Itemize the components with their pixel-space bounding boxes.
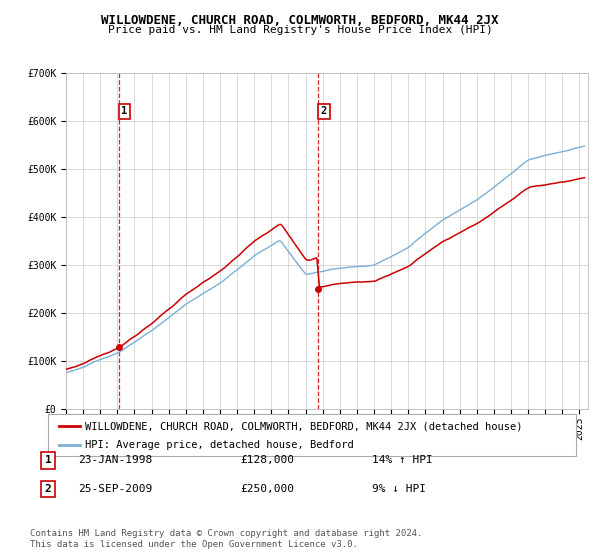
Text: 2: 2 bbox=[320, 106, 327, 116]
Text: 9% ↓ HPI: 9% ↓ HPI bbox=[372, 484, 426, 494]
Text: Price paid vs. HM Land Registry's House Price Index (HPI): Price paid vs. HM Land Registry's House … bbox=[107, 25, 493, 35]
Text: 2: 2 bbox=[44, 484, 52, 494]
Text: £250,000: £250,000 bbox=[240, 484, 294, 494]
Text: WILLOWDENE, CHURCH ROAD, COLMWORTH, BEDFORD, MK44 2JX (detached house): WILLOWDENE, CHURCH ROAD, COLMWORTH, BEDF… bbox=[85, 421, 523, 431]
Text: 1: 1 bbox=[44, 455, 52, 465]
Text: Contains HM Land Registry data © Crown copyright and database right 2024.
This d: Contains HM Land Registry data © Crown c… bbox=[30, 529, 422, 549]
Text: £128,000: £128,000 bbox=[240, 455, 294, 465]
Text: 1: 1 bbox=[121, 106, 127, 116]
Text: 25-SEP-2009: 25-SEP-2009 bbox=[78, 484, 152, 494]
Text: 14% ↑ HPI: 14% ↑ HPI bbox=[372, 455, 433, 465]
Text: HPI: Average price, detached house, Bedford: HPI: Average price, detached house, Bedf… bbox=[85, 440, 354, 450]
Text: 23-JAN-1998: 23-JAN-1998 bbox=[78, 455, 152, 465]
Text: WILLOWDENE, CHURCH ROAD, COLMWORTH, BEDFORD, MK44 2JX: WILLOWDENE, CHURCH ROAD, COLMWORTH, BEDF… bbox=[101, 14, 499, 27]
